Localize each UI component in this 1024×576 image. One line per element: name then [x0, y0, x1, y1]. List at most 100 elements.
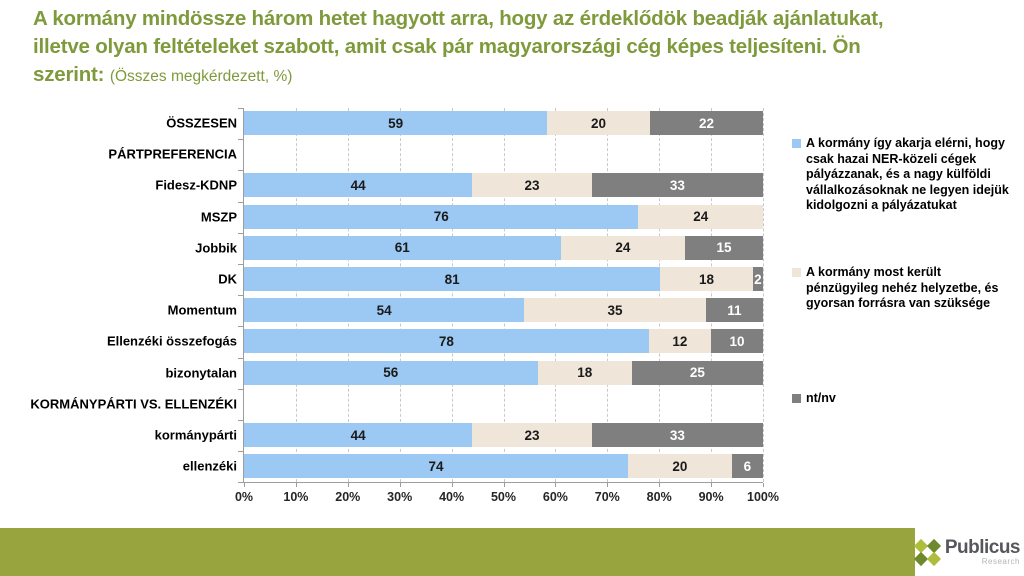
x-axis-line	[244, 482, 763, 483]
x-axis-tick	[244, 483, 245, 487]
stacked-bar: 78 12 10	[244, 329, 763, 354]
category-label: Momentum	[167, 302, 237, 318]
category-label: MSZP	[200, 209, 237, 225]
legend-label-blue: A kormány így akarja elérni, hogy csak h…	[806, 136, 1009, 212]
y-axis-tick	[238, 326, 244, 328]
x-tick-label: 30%	[387, 490, 413, 504]
legend-swatch-beige	[792, 268, 801, 277]
section-header-label: PÁRTPREFERENCIA	[108, 146, 237, 162]
bar-segment: 44	[244, 173, 473, 198]
x-axis-tick	[711, 483, 713, 487]
x-tick-label: 50%	[490, 490, 517, 504]
x-axis-tick	[555, 483, 557, 487]
bar-segment: 61	[244, 235, 561, 260]
publicus-diamonds-icon	[913, 538, 941, 566]
bar-segment: 56	[244, 360, 538, 385]
y-axis-tick	[238, 388, 244, 390]
bar-segment: 54	[244, 298, 525, 323]
section-header-label: KORMÁNYPÁRTI VS. ELLENZÉKI	[30, 396, 237, 412]
gridline	[451, 108, 453, 482]
stacked-bar: 59 20 22	[244, 111, 763, 135]
slide-title-line-3-bold: szerint:	[33, 63, 105, 86]
x-axis-tick	[503, 483, 505, 487]
gridline	[347, 108, 349, 482]
bar-segment: 22	[649, 111, 763, 135]
category-axis: ÖSSZESEN PÁRTPREFERENCIA Fidesz-KDNP MSZP Jo…	[0, 108, 237, 483]
gridline	[295, 108, 297, 482]
publicus-brand-text: Publicus Research	[944, 537, 1021, 566]
x-tick-label: 70%	[594, 490, 620, 504]
bar-segment: 6	[731, 454, 763, 479]
bar-segment: 18	[660, 267, 753, 291]
brand-subtitle: Research	[981, 557, 1020, 566]
gridline	[555, 108, 557, 482]
bar-segment: 33	[591, 173, 763, 198]
gridline	[399, 108, 401, 482]
y-axis-tick	[238, 357, 244, 359]
gridline	[659, 108, 661, 482]
stacked-bar: 81 18 2	[244, 267, 763, 291]
legend-swatch-gray	[792, 394, 801, 403]
x-axis-tick	[451, 483, 453, 487]
slide-title-line-3: szerint: (Összes megkérdezett, %)	[33, 61, 998, 91]
bar-segment: 33	[591, 423, 763, 447]
stacked-bar: 54 35 11	[244, 298, 763, 323]
x-axis-tick	[763, 483, 764, 487]
x-tick-label: 80%	[646, 490, 672, 504]
bar-segment: 59	[244, 111, 548, 135]
category-label: ÖSSZESEN	[166, 115, 237, 131]
stacked-bar: 76 24	[244, 204, 763, 229]
x-tick-label: 0%	[234, 490, 254, 504]
category-label: kormánypárti	[154, 427, 237, 443]
bar-segment: 10	[711, 329, 763, 354]
category-label: Fidesz-KDNP	[155, 177, 237, 193]
slide-title-line-2: illetve olyan feltételeket szabott, amit…	[33, 35, 861, 58]
x-tick-label: 10%	[283, 490, 309, 504]
category-label: ellenzéki	[182, 458, 237, 474]
category-label: Jobbik	[195, 240, 237, 256]
bar-segment: 23	[472, 423, 592, 447]
bar-segment: 18	[537, 360, 632, 385]
y-axis-tick	[238, 108, 244, 109]
bar-segment: 35	[524, 298, 706, 323]
y-axis-tick	[238, 295, 244, 297]
brand-name: Publicus	[944, 537, 1021, 558]
stacked-bar-chart: ÖSSZESEN PÁRTPREFERENCIA Fidesz-KDNP MSZP Jo…	[0, 108, 790, 518]
bar-segment: 76	[244, 204, 639, 229]
legend-label-gray: nt/nv	[806, 391, 836, 405]
bar-segment: 24	[560, 235, 686, 260]
slide-title-suffix: (Összes megkérdezett, %)	[109, 68, 293, 85]
bar-segment: 15	[685, 235, 763, 260]
legend-swatch-blue	[792, 139, 801, 148]
x-axis-tick	[607, 483, 609, 487]
slide-title-line-1: A kormány mindössze három hetet hagyott …	[33, 7, 884, 30]
bar-segment: 74	[244, 454, 629, 479]
category-label: bizonytalan	[165, 365, 237, 381]
stacked-bar: 61 24 15	[244, 235, 763, 260]
stacked-bar: 56 18 25	[244, 360, 763, 385]
x-axis-tick	[659, 483, 661, 487]
stacked-bar: 44 23 33	[244, 423, 763, 447]
category-label: DK	[218, 271, 237, 287]
bar-segment: 44	[244, 423, 473, 447]
bar-segment: 24	[638, 204, 763, 229]
bar-segment: 2	[752, 267, 763, 291]
y-axis-tick	[238, 139, 244, 141]
gridline	[607, 108, 609, 482]
x-tick-label: 40%	[439, 490, 465, 504]
stacked-bar: 74 20 6	[244, 454, 763, 479]
y-axis-tick	[238, 170, 244, 172]
y-axis-tick	[238, 264, 244, 265]
bar-segment: 81	[244, 267, 661, 291]
bar-segment: 25	[631, 360, 763, 385]
x-tick-label: 60%	[542, 490, 568, 504]
y-axis-tick	[238, 201, 244, 203]
bar-segment: 20	[547, 111, 650, 135]
y-axis-tick	[238, 451, 244, 453]
x-axis-tick	[347, 483, 349, 487]
x-tick-label: 20%	[335, 490, 361, 504]
y-axis-tick	[238, 420, 244, 421]
bar-segment: 12	[648, 329, 712, 354]
bar-segment: 78	[244, 329, 649, 354]
publicus-logo: Publicus Research	[913, 528, 1024, 576]
